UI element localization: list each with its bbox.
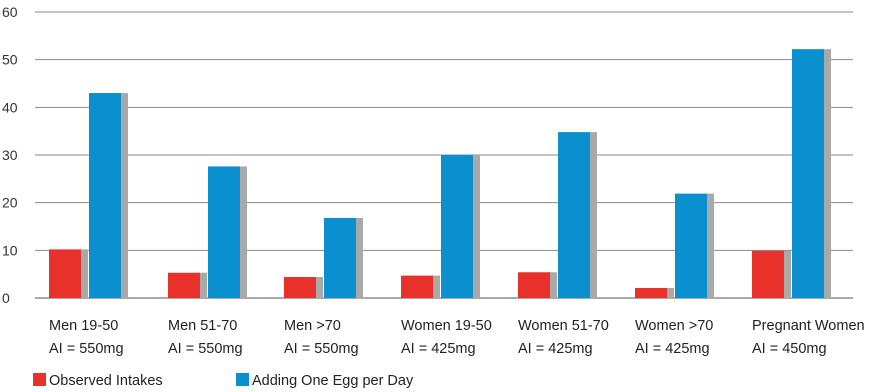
legend-label-observed: Observed Intakes (49, 373, 163, 389)
legend-swatch-observed (33, 373, 46, 386)
category-label: Pregnant Women (752, 318, 865, 334)
bar-observed-4 (518, 272, 550, 298)
bar-egg-4 (558, 132, 590, 298)
bar-egg-0 (89, 93, 121, 298)
x-axis-categories: Men 19-50 AI = 550mg Men 51-70 AI = 550mg Me… (49, 318, 865, 357)
bar-shadow (80, 249, 88, 298)
category-ai-label: AI = 550mg (49, 341, 124, 357)
category-ai-label: AI = 425mg (401, 341, 476, 357)
bar-observed-6 (752, 251, 784, 298)
bar-observed-2 (284, 277, 316, 298)
bar-egg-1 (208, 166, 240, 298)
bar-observed-3 (401, 276, 433, 298)
bar-shadow (783, 251, 791, 298)
bar-shadow (472, 155, 480, 298)
y-tick-label: 40 (2, 99, 18, 115)
category-ai-label: AI = 450mg (752, 341, 827, 357)
bar-observed-0 (49, 249, 81, 298)
bar-shadow (549, 272, 557, 298)
category-label: Men >70 (284, 318, 341, 334)
bar-shadow (432, 276, 440, 298)
category-label: Women 19-50 (401, 318, 492, 334)
y-tick-label: 10 (2, 242, 18, 258)
category-label: Women 51-70 (518, 318, 609, 334)
bar-observed-1 (168, 273, 200, 298)
y-axis-ticks: 0 10 20 30 40 50 60 (2, 4, 18, 306)
bar-shadow (666, 288, 674, 298)
category-ai-label: AI = 425mg (518, 341, 593, 357)
bar-egg-3 (441, 155, 473, 298)
category-ai-label: AI = 550mg (284, 341, 359, 357)
category-label: Men 51-70 (168, 318, 237, 334)
bar-shadow (589, 132, 597, 298)
y-tick-label: 60 (2, 4, 18, 20)
bar-egg-6 (792, 49, 824, 298)
legend-swatch-egg (236, 373, 249, 386)
bar-shadow (823, 49, 831, 298)
bar-observed-5 (635, 288, 667, 298)
bar-egg-5 (675, 194, 707, 298)
bar-shadow (355, 218, 363, 298)
bar-shadow (120, 93, 128, 298)
legend-label-egg: Adding One Egg per Day (252, 373, 414, 389)
category-label: Men 19-50 (49, 318, 118, 334)
bars (49, 49, 831, 298)
y-tick-label: 0 (2, 290, 10, 306)
y-tick-label: 50 (2, 52, 18, 68)
bar-shadow (239, 166, 247, 298)
y-tick-label: 30 (2, 147, 18, 163)
category-ai-label: AI = 425mg (635, 341, 710, 357)
category-ai-label: AI = 550mg (168, 341, 243, 357)
bar-egg-2 (324, 218, 356, 298)
category-label: Women >70 (635, 318, 713, 334)
bar-shadow (706, 194, 714, 298)
bar-shadow (315, 277, 323, 298)
bar-shadow (199, 273, 207, 298)
y-tick-label: 20 (2, 195, 18, 211)
legend: Observed Intakes Adding One Egg per Day (33, 373, 414, 389)
